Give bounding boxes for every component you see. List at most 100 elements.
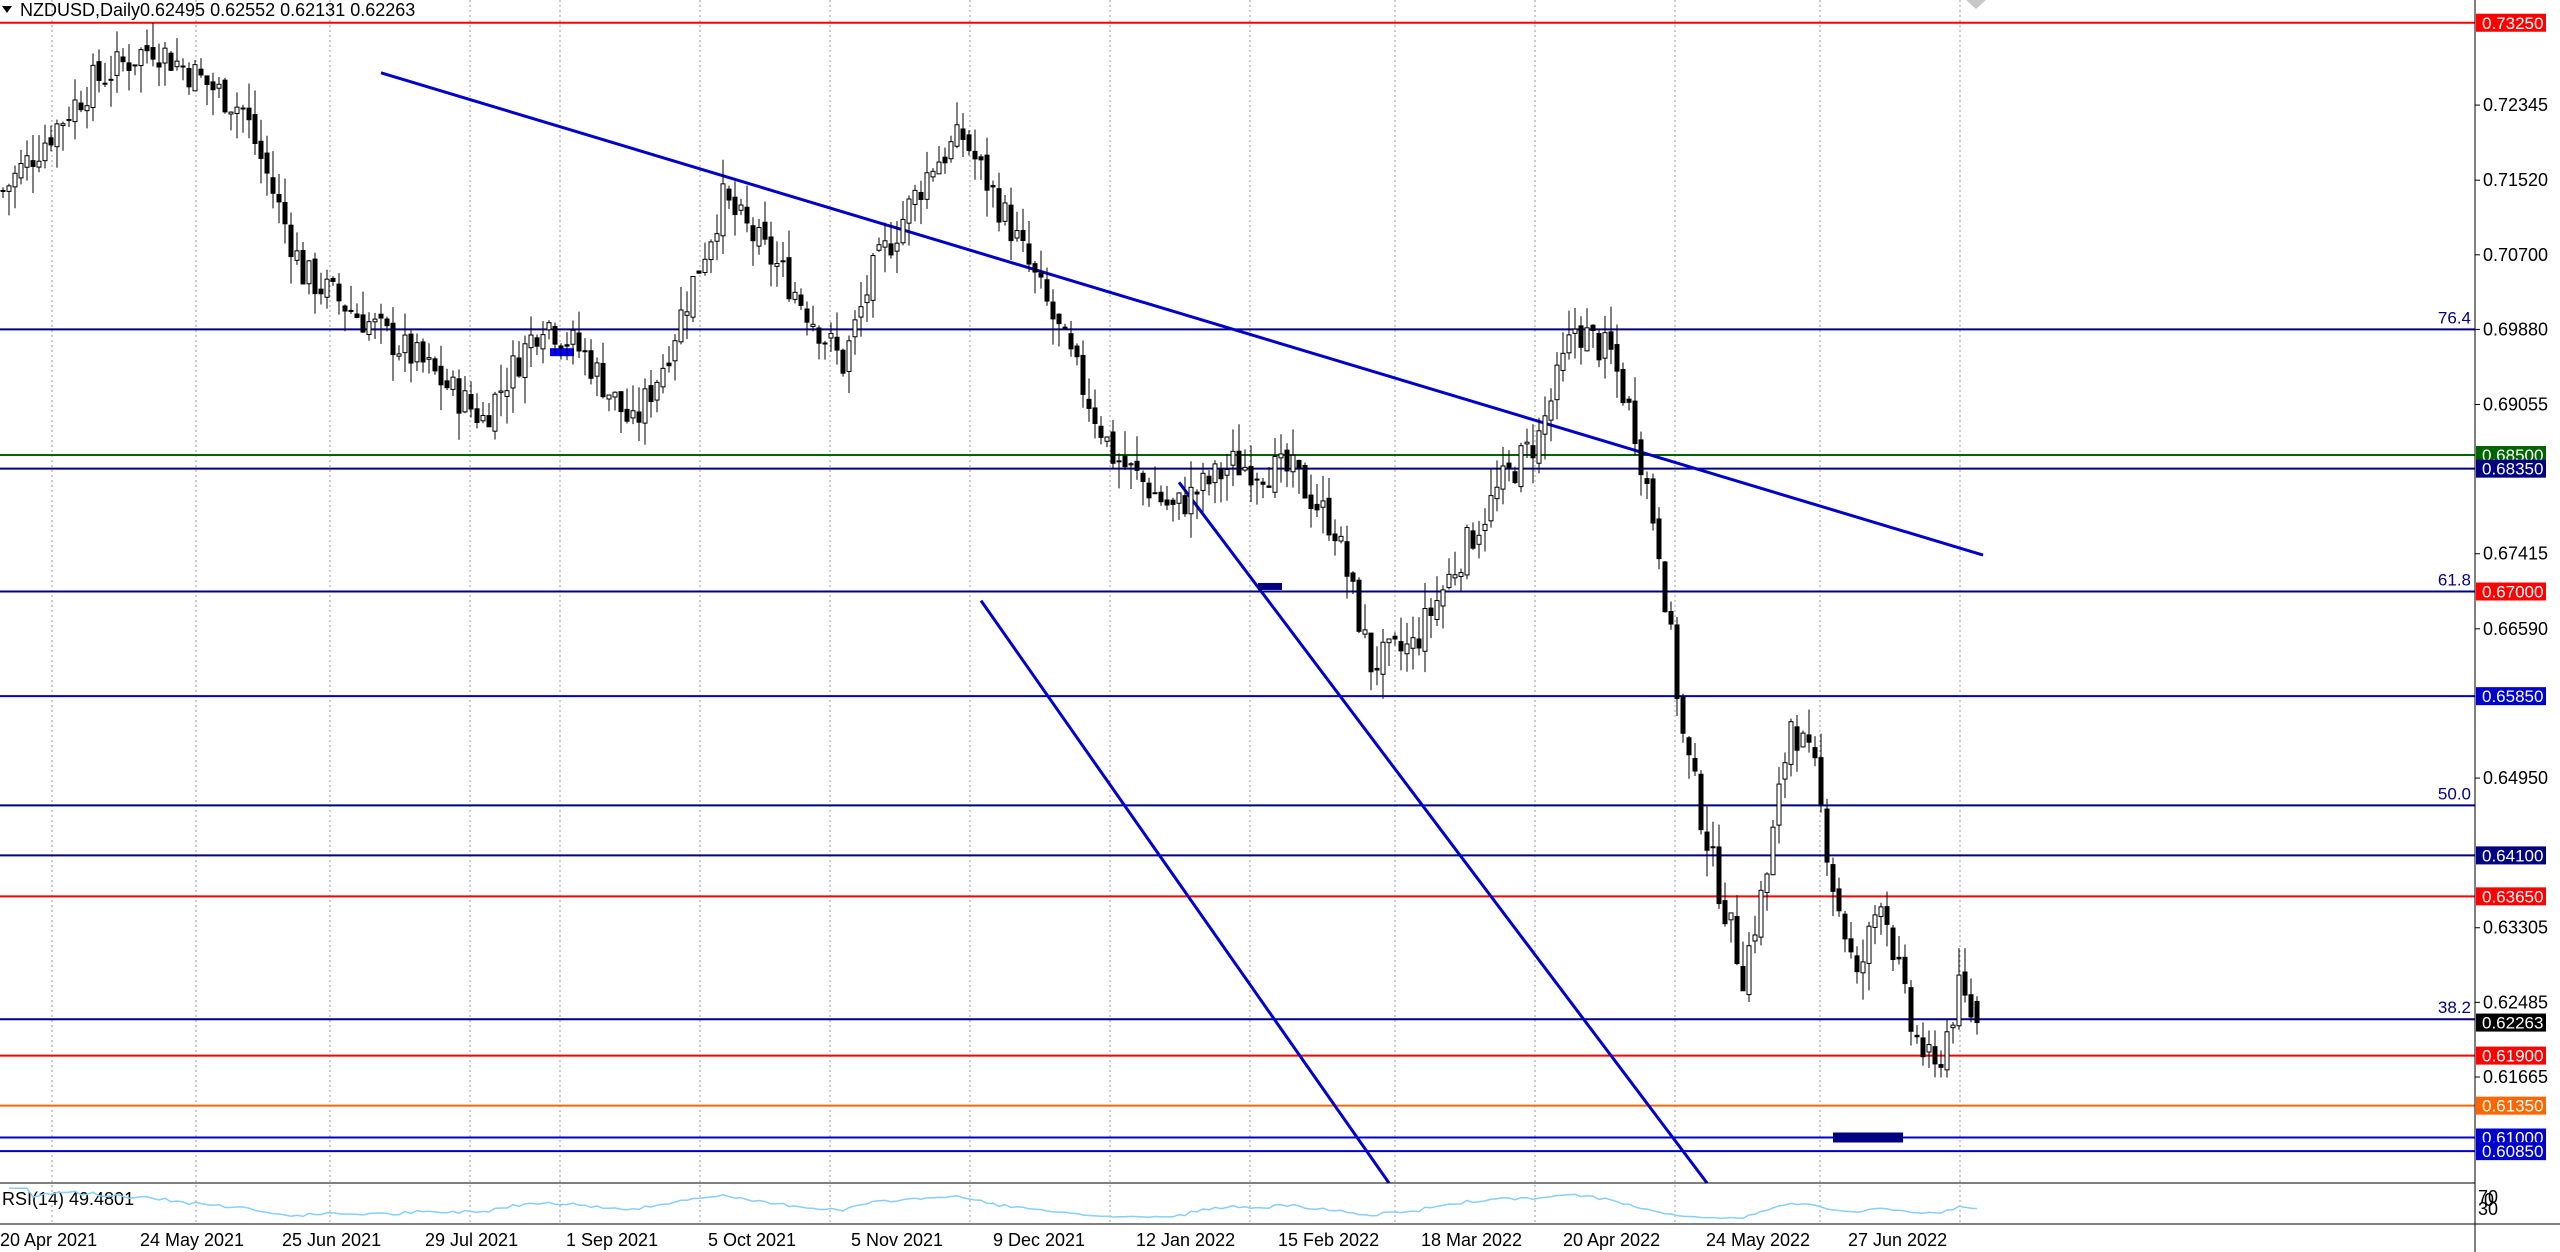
candle xyxy=(1248,466,1254,486)
candle xyxy=(1830,864,1836,892)
candle xyxy=(1734,916,1740,964)
candle xyxy=(1506,462,1512,468)
y-tick-label: 0.69055 xyxy=(2483,394,2548,414)
candle xyxy=(1548,400,1554,421)
candle xyxy=(12,172,18,188)
candle xyxy=(330,277,336,282)
candle xyxy=(60,123,66,127)
candle xyxy=(1110,431,1116,464)
candle xyxy=(318,288,324,295)
trendline xyxy=(979,599,1391,1184)
candle xyxy=(690,275,696,318)
candle xyxy=(1536,430,1542,464)
candle xyxy=(222,79,228,113)
candle xyxy=(1440,589,1446,607)
candle xyxy=(804,308,810,323)
candle xyxy=(1500,465,1506,490)
candle xyxy=(186,68,192,88)
candle xyxy=(1698,773,1704,831)
price-tag-label: 0.61900 xyxy=(2482,1047,2543,1066)
candle xyxy=(1152,492,1158,495)
candle xyxy=(1278,453,1284,459)
candle xyxy=(834,336,840,351)
candle xyxy=(1194,491,1200,495)
symbol-label: NZDUSD,Daily xyxy=(20,0,140,20)
candle xyxy=(1518,445,1524,488)
candle xyxy=(996,188,1002,223)
candle xyxy=(1254,478,1260,481)
candle xyxy=(510,355,516,389)
candle xyxy=(1908,987,1914,1032)
candle xyxy=(672,340,678,362)
y-tick-label: 0.63305 xyxy=(2483,918,2548,938)
candle xyxy=(240,107,246,110)
candle xyxy=(894,242,900,252)
candle xyxy=(1764,873,1770,894)
candle xyxy=(156,62,162,68)
candle xyxy=(402,334,408,354)
candle xyxy=(564,344,570,347)
candle xyxy=(1062,326,1068,330)
price-tag-label: 0.68350 xyxy=(2482,460,2543,479)
candle xyxy=(36,160,42,168)
x-axis-label: 20 Apr 2021 xyxy=(0,1230,97,1250)
candle xyxy=(1128,463,1134,466)
candle xyxy=(654,381,660,401)
rsi-scale-30: 30 xyxy=(2478,1199,2498,1219)
candle xyxy=(360,314,366,333)
price-tag xyxy=(2476,1142,2546,1161)
candle xyxy=(462,390,468,413)
candle xyxy=(1176,492,1182,504)
candle xyxy=(1788,721,1794,765)
candle xyxy=(1398,641,1404,652)
candle xyxy=(1836,888,1842,912)
candle xyxy=(1872,914,1878,928)
candle xyxy=(432,358,438,372)
candle xyxy=(180,65,186,68)
x-axis-label: 5 Oct 2021 xyxy=(708,1230,796,1250)
y-tick-label: 0.70700 xyxy=(2483,245,2548,265)
candle xyxy=(1170,499,1176,505)
candle xyxy=(1458,572,1464,578)
candle xyxy=(540,334,546,350)
candle xyxy=(1008,204,1014,242)
candle xyxy=(1890,927,1896,961)
candle xyxy=(630,410,636,419)
candle xyxy=(684,311,690,316)
candle xyxy=(1644,478,1650,484)
candle xyxy=(1374,667,1380,671)
candle xyxy=(492,393,498,432)
candle xyxy=(234,106,240,114)
trendline xyxy=(1177,481,1709,1184)
candle xyxy=(1362,629,1368,635)
candle xyxy=(426,357,432,360)
candle xyxy=(1920,1037,1926,1058)
candle xyxy=(1494,486,1500,500)
candle xyxy=(1260,481,1266,485)
scroll-marker-icon[interactable] xyxy=(1966,0,1986,9)
candle xyxy=(396,353,402,357)
candle xyxy=(648,385,654,402)
x-axis-label: 18 Mar 2022 xyxy=(1421,1230,1522,1250)
candle xyxy=(126,62,132,71)
x-axis-label: 1 Sep 2021 xyxy=(566,1230,658,1250)
candle xyxy=(702,258,708,273)
candle xyxy=(228,111,234,115)
candle xyxy=(1566,334,1572,354)
candle xyxy=(1092,407,1098,424)
candle xyxy=(1452,574,1458,579)
horizontal-levels: 76.4 61.8 50.0 38.2 xyxy=(0,21,2475,1153)
candle xyxy=(1332,533,1338,542)
trendline xyxy=(380,71,1984,557)
candle xyxy=(288,224,294,258)
candle xyxy=(1542,415,1548,435)
candle xyxy=(1590,324,1596,331)
candle xyxy=(258,140,264,159)
price-tag-label: 0.60850 xyxy=(2482,1142,2543,1161)
candle xyxy=(696,270,702,274)
candle xyxy=(162,47,168,64)
candle xyxy=(1038,272,1044,278)
candle xyxy=(504,390,510,397)
trendlines xyxy=(380,71,1984,1184)
